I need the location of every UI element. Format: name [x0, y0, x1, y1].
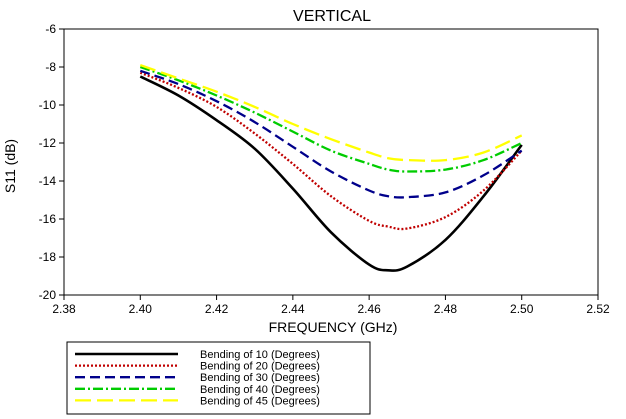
- x-tick-label: 2.50: [510, 302, 534, 316]
- axis-ticks: 2.38 2.40 2.42 2.44 2.46 2.48 2.50 2.52 -6 -8 -10 -…: [39, 22, 610, 316]
- legend-label-3: Bending of 30 (Degrees): [200, 372, 320, 384]
- legend-label-4: Bending of 40 (Degrees): [200, 384, 320, 396]
- chart-title: VERTICAL: [293, 8, 371, 25]
- plot-area: [63, 28, 599, 296]
- y-tick-label: -12: [39, 136, 57, 150]
- x-tick-label: 2.40: [129, 302, 153, 316]
- legend-label-5: Bending of 45 (Degrees): [200, 395, 320, 407]
- series-line-4: [139, 65, 523, 173]
- y-axis-label: S11 (dB): [2, 139, 18, 193]
- x-tick-label: 2.46: [357, 302, 381, 316]
- legend: Bending of 10 (Degrees)Bending of 20 (De…: [75, 349, 320, 407]
- series-line-1: [139, 75, 523, 272]
- series-line-3: [139, 69, 523, 199]
- y-tick-label: -16: [39, 212, 57, 226]
- y-tick-label: -14: [39, 174, 57, 188]
- y-tick-label: -6: [45, 22, 56, 36]
- x-tick-label: 2.38: [52, 302, 76, 316]
- x-tick-label: 2.44: [281, 302, 305, 316]
- series-line-5: [139, 64, 523, 162]
- y-tick-label: -20: [39, 288, 57, 302]
- series-lines: [139, 64, 523, 272]
- y-tick-label: -18: [39, 250, 57, 264]
- legend-label-1: Bending of 10 (Degrees): [200, 349, 320, 361]
- y-tick-label: -10: [39, 98, 57, 112]
- x-tick-label: 2.52: [586, 302, 610, 316]
- series-line-2: [139, 71, 523, 231]
- y-tick-label: -8: [45, 60, 56, 74]
- legend-label-2: Bending of 20 (Degrees): [200, 361, 320, 373]
- x-tick-label: 2.42: [205, 302, 229, 316]
- x-axis-label: FREQUENCY (GHz): [269, 319, 398, 335]
- x-tick-label: 2.48: [434, 302, 458, 316]
